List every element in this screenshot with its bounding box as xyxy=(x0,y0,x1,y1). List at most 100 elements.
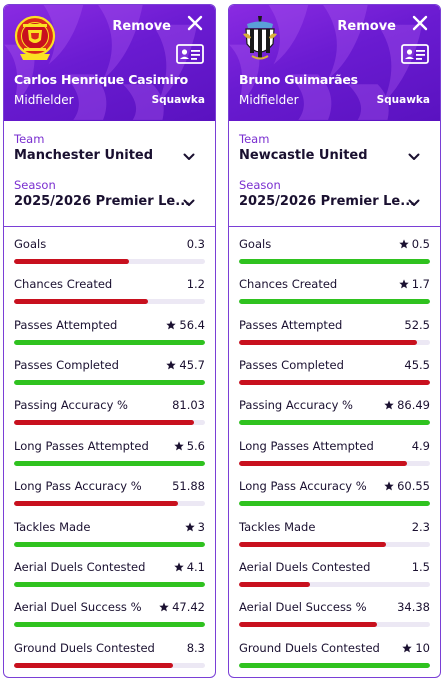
stat-value-text: 1.5 xyxy=(411,560,430,574)
team-label: Team xyxy=(14,132,45,146)
stat-row: Chances Created 1.2 xyxy=(4,277,215,317)
season-select[interactable]: 2025/2026 Premier Le... xyxy=(14,194,191,209)
stat-value: 52.5 xyxy=(404,318,430,332)
stat-name: Ground Duels Contested xyxy=(239,641,380,655)
stat-bar-track xyxy=(14,582,205,587)
stat-bar-fill xyxy=(239,542,387,547)
stat-name: Long Passes Attempted xyxy=(239,439,374,453)
stat-row: Aerial Duel Success % 47.42 xyxy=(4,600,215,640)
stat-value: 5.6 xyxy=(174,439,205,453)
chevron-down-icon[interactable] xyxy=(183,153,195,161)
stat-bar-fill xyxy=(239,299,430,304)
stat-value: 4.1 xyxy=(174,560,205,574)
player-header: Remove Carlos Henrique Casimiro Midfield… xyxy=(4,5,215,121)
stat-bar-fill xyxy=(14,420,194,425)
stat-bar-fill xyxy=(14,663,173,668)
stat-value: 8.3 xyxy=(187,641,205,655)
stat-bar-track xyxy=(239,299,430,304)
stat-value-text: 52.5 xyxy=(404,318,430,332)
stat-name: Passes Attempted xyxy=(239,318,343,332)
selectors: Team Manchester United Season 2025/2026 … xyxy=(4,121,215,227)
stat-value: 0.3 xyxy=(187,237,205,251)
profile-card-icon[interactable] xyxy=(176,44,204,64)
stat-row: Goals 0.5 xyxy=(229,237,440,277)
club-crest-icon xyxy=(239,14,281,62)
stat-bar-fill xyxy=(239,582,310,587)
star-icon xyxy=(166,360,177,370)
stat-bar-track xyxy=(14,542,205,547)
chevron-down-icon[interactable] xyxy=(408,153,420,161)
team-select[interactable]: Manchester United xyxy=(14,148,154,163)
stat-value: 86.49 xyxy=(384,398,430,412)
stat-bar-track xyxy=(239,420,430,425)
stat-value-text: 1.2 xyxy=(186,277,205,291)
star-icon xyxy=(184,522,195,532)
stat-bar-fill xyxy=(239,259,430,264)
stat-value: 60.55 xyxy=(384,479,430,493)
stat-bar-fill xyxy=(14,340,205,345)
stat-row: Tackles Made 3 xyxy=(4,520,215,560)
selectors: Team Newcastle United Season 2025/2026 P… xyxy=(229,121,440,227)
player-header: Remove Bruno Guimarães Midfielder Squawk… xyxy=(229,5,440,121)
stat-bar-track xyxy=(14,420,205,425)
stat-value-text: 45.7 xyxy=(179,358,205,372)
close-icon[interactable] xyxy=(187,15,203,31)
stat-row: Long Passes Attempted 4.9 xyxy=(229,439,440,479)
stat-row: Aerial Duel Success % 34.38 xyxy=(229,600,440,640)
stat-name: Passes Attempted xyxy=(14,318,118,332)
stat-value: 34.38 xyxy=(397,600,430,614)
stat-bar-fill xyxy=(14,380,205,385)
stat-name: Passes Completed xyxy=(239,358,344,372)
stat-name: Chances Created xyxy=(239,277,338,291)
star-icon xyxy=(384,481,394,491)
close-icon[interactable] xyxy=(412,15,428,31)
star-icon xyxy=(159,602,169,612)
profile-card-icon[interactable] xyxy=(401,44,429,64)
remove-button[interactable]: Remove xyxy=(112,19,171,34)
player-card-1: Remove Carlos Henrique Casimiro Midfield… xyxy=(3,4,216,678)
player-position: Midfielder xyxy=(239,93,299,107)
stat-value: 81.03 xyxy=(172,398,205,412)
player-card-2: Remove Bruno Guimarães Midfielder Squawk… xyxy=(228,4,441,678)
stat-bar-fill xyxy=(239,340,417,345)
stat-bar-fill xyxy=(14,461,205,466)
remove-button[interactable]: Remove xyxy=(337,19,396,34)
stat-bar-track xyxy=(239,259,430,264)
stat-bar-track xyxy=(239,340,430,345)
stat-bar-fill xyxy=(14,501,179,506)
season-select[interactable]: 2025/2026 Premier Le... xyxy=(239,194,416,209)
stat-bar-track xyxy=(239,582,430,587)
stat-row: Passes Completed 45.5 xyxy=(229,358,440,398)
stat-name: Aerial Duels Contested xyxy=(14,560,146,574)
chevron-down-icon[interactable] xyxy=(408,199,420,207)
stat-value-text: 4.1 xyxy=(186,560,205,574)
stat-value: 4.9 xyxy=(412,439,430,453)
stat-bar-fill xyxy=(239,461,408,466)
stat-bar-track xyxy=(239,542,430,547)
stat-value: 0.5 xyxy=(399,237,430,251)
stat-row: Chances Created 1.7 xyxy=(229,277,440,317)
stat-bar-fill xyxy=(14,582,205,587)
stat-bar-track xyxy=(14,340,205,345)
stat-bar-track xyxy=(239,501,430,506)
stat-value-text: 2.3 xyxy=(411,520,430,534)
stat-value-text: 51.88 xyxy=(172,479,205,493)
stat-row: Tackles Made 2.3 xyxy=(229,520,440,560)
chevron-down-icon[interactable] xyxy=(183,199,195,207)
stat-value: 1.2 xyxy=(187,277,205,291)
star-icon xyxy=(174,562,184,572)
stat-bar-fill xyxy=(14,259,129,264)
team-select[interactable]: Newcastle United xyxy=(239,148,368,163)
stat-row: Ground Duels Contested 10 xyxy=(229,641,440,677)
stat-name: Long Passes Attempted xyxy=(14,439,149,453)
stat-name: Goals xyxy=(14,237,47,251)
stat-name: Passing Accuracy % xyxy=(239,398,353,412)
stat-bar-fill xyxy=(239,622,377,627)
stat-bar-track xyxy=(14,461,205,466)
stat-name: Long Pass Accuracy % xyxy=(239,479,367,493)
stat-value-text: 45.5 xyxy=(404,358,430,372)
stat-row: Long Passes Attempted 5.6 xyxy=(4,439,215,479)
stat-value-text: 34.38 xyxy=(397,600,430,614)
season-label: Season xyxy=(239,178,281,192)
stat-bar-fill xyxy=(14,299,148,304)
